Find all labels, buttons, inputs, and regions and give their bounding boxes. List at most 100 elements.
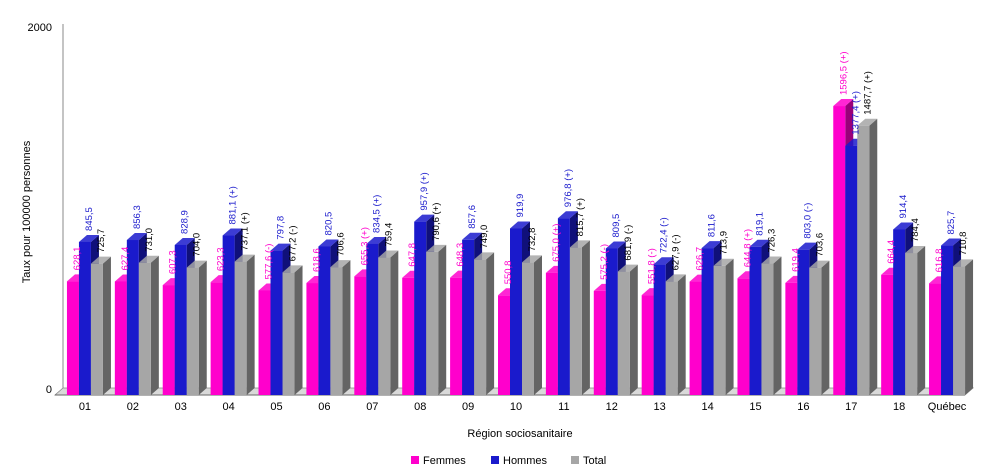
data-label-femmes: 551,8 (-) xyxy=(647,248,658,284)
data-label-total: 627,9 (-) xyxy=(671,234,682,270)
legend-swatch-femmes xyxy=(411,456,419,464)
x-tick-label: Québec xyxy=(928,401,967,413)
bar-total xyxy=(90,256,111,395)
data-label-femmes: 607,3 xyxy=(168,250,179,274)
data-label-hommes: 722,4 (-) xyxy=(659,217,670,253)
bar-total xyxy=(282,265,303,395)
x-tick-label: 06 xyxy=(318,401,330,413)
data-label-total: 703,6 xyxy=(814,233,825,257)
x-tick-label: 01 xyxy=(79,401,91,413)
bar-total xyxy=(186,260,207,395)
x-tick-label: 03 xyxy=(175,401,187,413)
bar-series-group xyxy=(66,99,974,395)
data-label-total: 749,0 xyxy=(479,225,490,249)
data-label-total: 725,7 xyxy=(96,229,107,253)
data-label-femmes: 675,0 (+) xyxy=(551,224,562,262)
data-label-femmes: 575,2 (-) xyxy=(599,244,610,280)
bar-total xyxy=(905,246,926,395)
x-tick-label: 07 xyxy=(366,401,378,413)
data-label-total: 731,0 xyxy=(144,228,155,252)
bar-total xyxy=(713,258,734,395)
data-label-total: 706,6 xyxy=(335,232,346,256)
y-tick-label: 0 xyxy=(46,384,52,396)
bar-total xyxy=(426,244,447,395)
data-label-total: 737,1 (+) xyxy=(240,212,251,250)
data-label-hommes: 914,4 xyxy=(898,195,909,219)
data-label-femmes: 626,7 xyxy=(695,247,706,271)
x-axis-title: Région sociosanitaire xyxy=(467,428,572,440)
category-ticks-group: 01 02 03 04 05 06 07 08 09 10 11 12 13 14 15 16 17 18 Québ… xyxy=(79,401,967,413)
data-label-femmes: 644,8 (+) xyxy=(742,229,753,267)
x-tick-label: 18 xyxy=(893,401,905,413)
data-label-total: 784,4 xyxy=(910,218,921,242)
data-label-total: 790,6 (+) xyxy=(431,203,442,241)
data-label-total: 681,9 (-) xyxy=(623,225,634,261)
data-label-total: 1487,7 (+) xyxy=(862,71,873,115)
x-tick-label: 12 xyxy=(606,401,618,413)
x-tick-label: 14 xyxy=(701,401,713,413)
bar-total xyxy=(761,256,782,395)
data-label-total: 677,2 (-) xyxy=(288,226,299,262)
data-label-hommes: 820,5 xyxy=(323,212,334,236)
data-label-hommes: 834,5 (+) xyxy=(371,195,382,233)
bar-total xyxy=(857,118,878,395)
bar-total xyxy=(809,260,830,395)
data-label-hommes: 825,7 xyxy=(946,211,957,235)
data-label-femmes: 647,8 xyxy=(407,243,418,267)
data-label-total: 713,9 xyxy=(719,231,730,255)
legend-label-hommes: Hommes xyxy=(503,455,548,467)
bar-total xyxy=(522,255,542,395)
legend-swatch-hommes xyxy=(491,456,499,464)
data-label-hommes: 857,6 xyxy=(467,205,478,229)
bar-total xyxy=(234,254,255,395)
data-label-total: 815,7 (+) xyxy=(575,198,586,236)
data-label-femmes: 577,6 (-) xyxy=(264,244,275,280)
x-tick-label: 08 xyxy=(414,401,426,413)
data-label-femmes: 623,3 xyxy=(216,247,227,271)
x-tick-label: 11 xyxy=(558,401,569,413)
data-label-femmes: 655,3 (+) xyxy=(359,227,370,265)
x-tick-label: 10 xyxy=(510,401,522,413)
bar-total xyxy=(617,264,638,395)
x-tick-label: 13 xyxy=(654,401,666,413)
data-label-femmes: 628,1 xyxy=(72,247,83,271)
data-label-femmes: 664,4 xyxy=(886,240,897,264)
x-tick-label: 05 xyxy=(270,401,282,413)
data-label-hommes: 809,5 xyxy=(611,214,622,238)
x-tick-label: 17 xyxy=(845,401,857,413)
y-axis-title: Taux pour 100000 personnes xyxy=(21,140,33,283)
x-tick-label: 04 xyxy=(223,401,235,413)
data-label-femmes: 616,8 xyxy=(934,249,945,273)
x-tick-label: 02 xyxy=(127,401,139,413)
bar-total xyxy=(378,250,399,395)
data-label-hommes: 803,0 (-) xyxy=(802,203,813,239)
data-label-hommes: 797,8 xyxy=(276,216,287,240)
data-label-hommes: 976,8 (+) xyxy=(563,169,574,207)
data-label-femmes: 627,4 xyxy=(120,247,131,271)
bar-total xyxy=(474,252,495,395)
data-label-femmes: 1596,5 (+) xyxy=(838,51,849,95)
data-label-total: 732,8 xyxy=(527,228,538,252)
bar-total xyxy=(330,260,351,395)
bar-total xyxy=(138,255,159,395)
legend: Femmes Hommes Total xyxy=(411,455,606,467)
data-label-hommes: 845,5 xyxy=(84,207,95,231)
data-label-hommes: 828,9 xyxy=(180,210,191,234)
y-tick-label: 2000 xyxy=(28,22,52,34)
bar-total xyxy=(569,240,590,395)
data-label-hommes: 881,1 (+) xyxy=(228,186,239,224)
bar-total xyxy=(665,274,686,395)
data-label-hommes: 856,3 xyxy=(132,205,143,229)
legend-label-total: Total xyxy=(583,455,606,467)
legend-label-femmes: Femmes xyxy=(423,455,466,467)
x-tick-label: 15 xyxy=(749,401,761,413)
x-tick-label: 09 xyxy=(462,401,474,413)
data-label-hommes: 811,6 xyxy=(707,214,718,237)
data-label-total: 704,0 xyxy=(192,233,203,257)
data-label-femmes: 618,6 xyxy=(311,248,322,272)
bar-total xyxy=(953,259,974,395)
data-label-hommes: 1377,4 (+) xyxy=(850,91,861,135)
data-label-total: 710,8 xyxy=(958,232,969,256)
